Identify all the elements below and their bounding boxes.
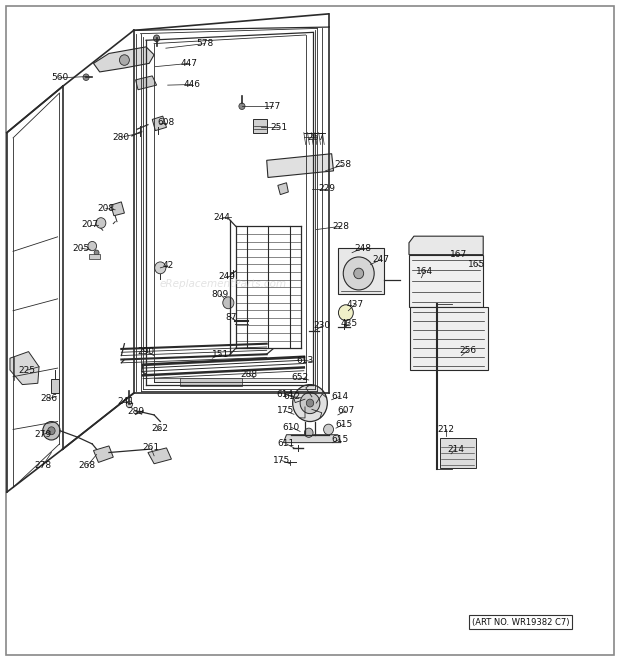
Text: 612: 612 (283, 392, 300, 401)
Text: 258: 258 (334, 161, 352, 169)
Text: 241: 241 (117, 397, 134, 407)
Circle shape (304, 428, 313, 438)
Circle shape (324, 424, 334, 435)
Text: 578: 578 (196, 39, 213, 48)
Text: 225: 225 (19, 366, 36, 375)
Text: 614: 614 (277, 390, 294, 399)
Text: 244: 244 (214, 213, 231, 221)
Text: 212: 212 (438, 425, 454, 434)
Text: 165: 165 (468, 260, 485, 269)
Text: 437: 437 (347, 299, 364, 309)
Text: 435: 435 (340, 319, 358, 329)
Text: 175: 175 (277, 407, 294, 416)
Text: 278: 278 (34, 461, 51, 470)
Text: 177: 177 (264, 102, 281, 111)
Circle shape (155, 262, 166, 274)
Text: 615: 615 (335, 420, 353, 429)
Text: 151: 151 (211, 350, 229, 359)
Text: 207: 207 (82, 221, 99, 229)
Text: 560: 560 (51, 73, 68, 83)
Text: 208: 208 (97, 204, 115, 213)
Circle shape (88, 241, 97, 251)
Circle shape (120, 55, 130, 65)
Circle shape (354, 268, 364, 279)
Polygon shape (94, 47, 154, 72)
Polygon shape (148, 448, 172, 464)
Bar (440, 438, 476, 468)
Bar (51, 379, 59, 393)
Polygon shape (10, 352, 39, 385)
Text: 247: 247 (373, 254, 389, 264)
Text: 42: 42 (162, 261, 174, 270)
Bar (180, 378, 242, 386)
Text: 610: 610 (283, 423, 300, 432)
Circle shape (154, 35, 160, 42)
Polygon shape (278, 182, 288, 194)
Text: 240: 240 (218, 272, 235, 281)
Text: 228: 228 (332, 222, 350, 231)
Text: 164: 164 (416, 266, 433, 276)
Text: 262: 262 (152, 424, 169, 432)
Text: 214: 214 (447, 445, 464, 453)
Circle shape (300, 393, 320, 414)
Text: 290: 290 (137, 347, 154, 356)
Bar (89, 254, 100, 259)
Text: 280: 280 (113, 133, 130, 141)
Text: 608: 608 (158, 118, 175, 127)
Polygon shape (338, 248, 384, 294)
Text: 167: 167 (450, 250, 467, 259)
Polygon shape (94, 446, 113, 463)
Text: eReplacementParts.com: eReplacementParts.com (160, 280, 287, 290)
Polygon shape (154, 378, 306, 382)
Text: 268: 268 (79, 461, 96, 470)
Circle shape (339, 305, 353, 321)
Bar (410, 307, 487, 370)
Text: 286: 286 (40, 394, 58, 403)
Circle shape (96, 217, 106, 228)
Circle shape (343, 257, 374, 290)
Text: 611: 611 (278, 440, 295, 448)
Text: 248: 248 (354, 243, 371, 253)
Text: 809: 809 (211, 290, 229, 299)
Polygon shape (283, 435, 341, 443)
Text: 288: 288 (241, 370, 258, 379)
Text: 261: 261 (143, 444, 159, 452)
Text: 447: 447 (181, 59, 198, 68)
Text: 230: 230 (314, 321, 331, 330)
Circle shape (293, 385, 327, 422)
Text: 615: 615 (331, 435, 348, 444)
Text: 267: 267 (308, 133, 325, 141)
Text: 613: 613 (296, 356, 314, 365)
Text: 279: 279 (34, 430, 51, 439)
Text: (ART NO. WR19382 C7): (ART NO. WR19382 C7) (472, 617, 569, 627)
Bar (409, 254, 483, 307)
Circle shape (83, 74, 89, 81)
Circle shape (223, 297, 234, 309)
Circle shape (48, 427, 55, 435)
Polygon shape (409, 236, 483, 254)
Circle shape (306, 399, 314, 407)
Polygon shape (136, 76, 157, 90)
Text: 607: 607 (337, 407, 355, 416)
Text: 229: 229 (319, 184, 336, 193)
Polygon shape (267, 154, 334, 177)
Text: 446: 446 (184, 80, 201, 89)
Circle shape (239, 103, 245, 110)
Text: 614: 614 (331, 392, 348, 401)
Text: 289: 289 (127, 407, 144, 416)
Circle shape (94, 250, 99, 255)
Circle shape (126, 401, 133, 408)
Circle shape (43, 422, 60, 440)
Text: 175: 175 (273, 456, 290, 465)
Text: 652: 652 (291, 373, 308, 383)
Bar (253, 120, 267, 133)
Text: 251: 251 (270, 123, 288, 132)
Text: 87: 87 (225, 313, 237, 322)
Text: 256: 256 (459, 346, 476, 355)
Polygon shape (111, 202, 125, 215)
Text: 205: 205 (73, 243, 90, 253)
Polygon shape (153, 116, 167, 131)
